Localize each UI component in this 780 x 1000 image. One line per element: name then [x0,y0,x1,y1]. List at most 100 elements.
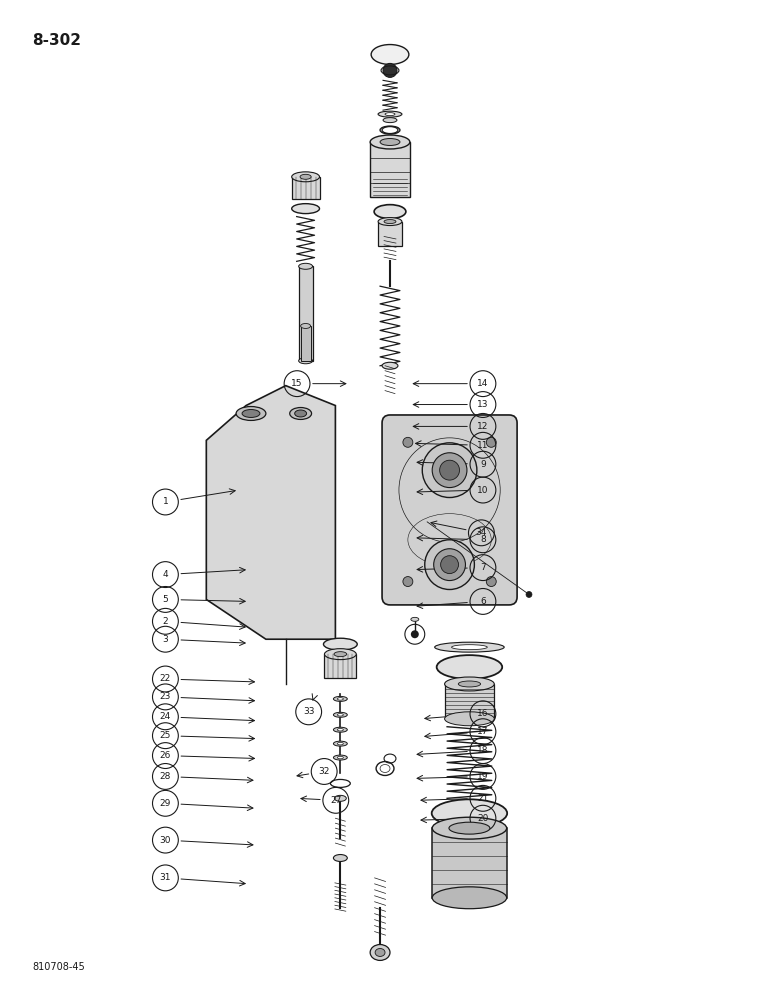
Text: 20: 20 [477,814,488,823]
Ellipse shape [335,795,346,801]
Text: 10: 10 [477,486,489,495]
Text: 9: 9 [480,460,486,469]
Circle shape [403,577,413,587]
Text: 28: 28 [160,772,171,781]
Ellipse shape [299,358,313,364]
Ellipse shape [384,220,396,224]
Ellipse shape [445,677,495,691]
Ellipse shape [333,712,347,717]
Ellipse shape [333,855,347,861]
Ellipse shape [300,174,311,179]
Bar [370,142,410,197]
Ellipse shape [441,556,459,574]
Text: 32: 32 [318,767,330,776]
Ellipse shape [449,822,490,834]
Ellipse shape [431,799,507,827]
Text: 33: 33 [303,707,314,716]
Ellipse shape [411,617,419,621]
Text: 31: 31 [160,873,171,882]
Text: 14: 14 [477,379,488,388]
Ellipse shape [422,443,477,498]
Ellipse shape [445,712,495,726]
Text: 810708-45: 810708-45 [33,962,85,972]
Ellipse shape [338,698,343,700]
Ellipse shape [432,887,507,909]
Ellipse shape [440,460,459,480]
Ellipse shape [371,45,409,64]
Text: 16: 16 [477,709,489,718]
Ellipse shape [370,135,410,149]
Text: 11: 11 [477,441,489,450]
Ellipse shape [338,714,343,716]
Text: 4: 4 [162,570,168,579]
Ellipse shape [333,696,347,701]
Ellipse shape [338,756,343,759]
Ellipse shape [385,113,395,116]
Circle shape [486,437,496,447]
Text: 6: 6 [480,597,486,606]
Text: 21: 21 [477,794,488,803]
Text: 25: 25 [160,731,171,740]
Ellipse shape [459,681,480,687]
Text: 13: 13 [477,400,489,409]
Ellipse shape [299,263,313,269]
Ellipse shape [432,817,507,839]
Text: 5: 5 [162,595,168,604]
Ellipse shape [434,642,504,652]
Ellipse shape [333,741,347,746]
Circle shape [383,63,397,77]
Ellipse shape [338,742,343,745]
Text: 12: 12 [477,422,488,431]
Ellipse shape [292,204,320,214]
Circle shape [526,591,532,597]
Ellipse shape [289,408,311,419]
Text: 18: 18 [477,746,489,755]
Text: 19: 19 [477,772,489,781]
Ellipse shape [380,139,400,145]
Ellipse shape [432,453,467,488]
Bar [445,684,495,719]
Bar [300,326,310,361]
Ellipse shape [334,652,347,657]
Text: 1: 1 [162,497,168,506]
Ellipse shape [375,948,385,956]
Ellipse shape [338,728,343,731]
Ellipse shape [437,655,502,679]
FancyBboxPatch shape [382,415,517,605]
Ellipse shape [324,649,356,660]
Bar [292,177,320,199]
Circle shape [411,630,419,638]
Ellipse shape [370,945,390,960]
Bar [378,222,402,246]
Ellipse shape [374,205,406,219]
Ellipse shape [242,410,260,417]
Ellipse shape [383,118,397,123]
Text: 8: 8 [480,535,486,544]
Ellipse shape [425,540,474,589]
Circle shape [403,437,413,447]
Ellipse shape [295,410,307,417]
Text: 7: 7 [480,563,486,572]
Ellipse shape [292,172,320,182]
Text: 3: 3 [162,635,168,644]
Text: 24: 24 [160,712,171,721]
Ellipse shape [333,755,347,760]
Ellipse shape [236,407,266,420]
Text: 34: 34 [476,528,487,537]
Text: 26: 26 [160,751,171,760]
Ellipse shape [300,323,310,328]
Ellipse shape [452,645,488,650]
Text: 27: 27 [330,796,342,805]
Text: 15: 15 [291,379,303,388]
Text: 22: 22 [160,674,171,683]
Polygon shape [207,386,335,639]
Text: 29: 29 [160,799,171,808]
Text: 23: 23 [160,692,171,701]
Ellipse shape [434,549,466,581]
Ellipse shape [382,362,398,369]
Bar [299,266,313,361]
Text: 17: 17 [477,727,489,736]
Ellipse shape [333,727,347,732]
Bar [432,828,507,898]
Ellipse shape [378,218,402,226]
